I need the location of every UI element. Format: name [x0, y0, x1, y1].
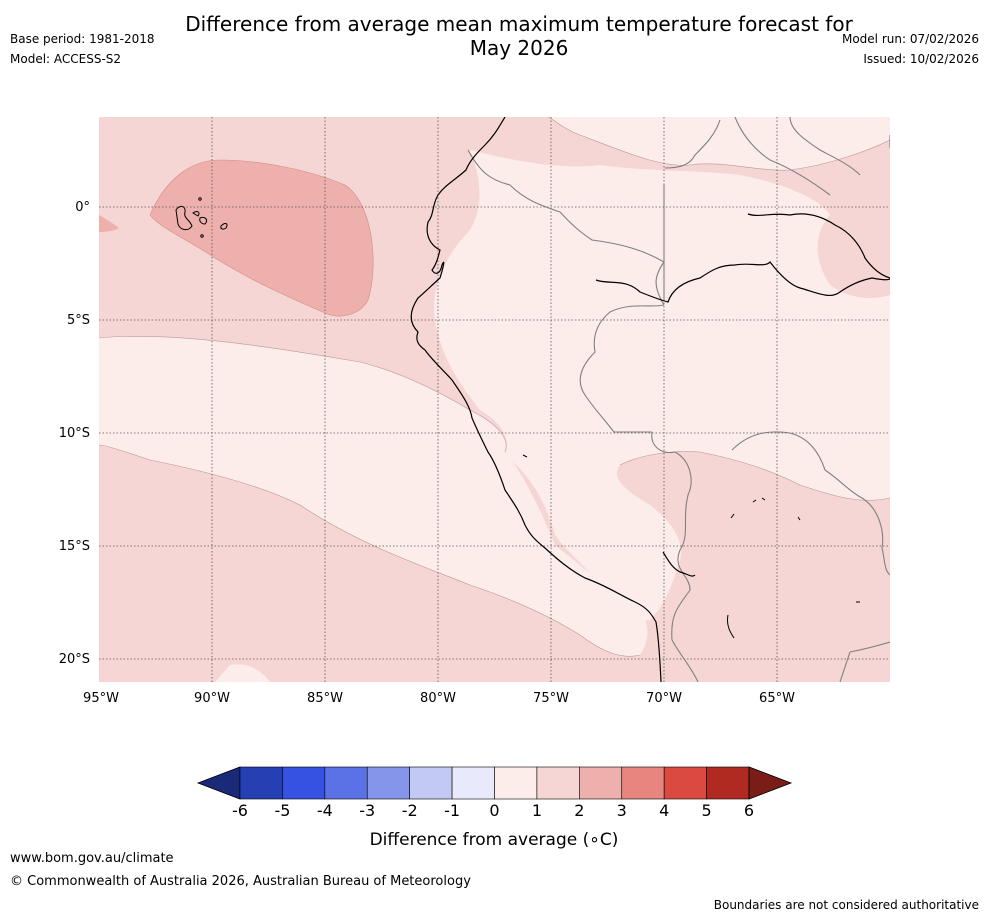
river-amazon — [595, 261, 890, 303]
model-run: Model run: 07/02/2026 — [841, 32, 979, 46]
lon-label-75w: 75°W — [533, 691, 569, 706]
footer-note: Boundaries are not considered authoritat… — [713, 898, 979, 912]
colorbar-cell — [579, 766, 623, 800]
border-paraguay — [849, 641, 890, 653]
colorbar-cell — [409, 766, 453, 800]
coastline-titicaca — [662, 551, 696, 577]
anomaly-region-0-1-ocean — [99, 336, 648, 657]
island-small-2 — [198, 197, 202, 201]
colorbar-tick-label: 3 — [617, 801, 627, 820]
latitude-labels: 0° 5°S 10°S 15°S 20°S — [59, 200, 90, 667]
lat-label-5s: 5°S — [67, 313, 90, 328]
island-lake-1 — [730, 513, 735, 519]
island-isabela — [175, 205, 193, 231]
coastline — [410, 117, 890, 682]
title-line-2: May 2026 — [469, 36, 569, 60]
colorbar-cell — [282, 766, 326, 800]
island-lake-3 — [761, 497, 766, 501]
lon-label-65w: 65°W — [759, 691, 795, 706]
salt-flat — [727, 614, 735, 639]
coastline-pacific — [410, 117, 662, 682]
small-islands — [522, 454, 860, 639]
colorbar-cell — [536, 766, 580, 800]
colorbar-extend-high — [748, 766, 793, 800]
colorbar-cell — [324, 766, 368, 800]
island-lima-1 — [522, 454, 528, 458]
border-bolivia-brazil — [731, 431, 890, 576]
colorbar-tick-label: 1 — [532, 801, 542, 820]
lon-label-90w: 90°W — [194, 691, 230, 706]
base-period: Base period: 1981-2018 — [10, 32, 155, 46]
colorbar-tick-label: 0 — [489, 801, 499, 820]
colorbar-tick-label: -1 — [444, 801, 460, 820]
border-peru-bolivia — [651, 431, 692, 641]
border-venezuela — [664, 119, 721, 169]
colorbar-cell — [239, 766, 283, 800]
colorbar-tick-label: -4 — [317, 801, 333, 820]
border-colombia-ecuador-peru — [467, 149, 665, 306]
colorbar-tick-label: -2 — [402, 801, 418, 820]
island-santiago — [192, 211, 200, 217]
island-lake-4 — [797, 516, 801, 521]
island-lake-2 — [752, 499, 757, 503]
footer-copyright: © Commonwealth of Australia 2026, Austra… — [10, 874, 471, 889]
colorbar: -6 -5 -4 -3 -2 -1 0 1 2 3 4 5 6 Difference from aver… — [196, 766, 793, 850]
island-small-1 — [200, 234, 204, 238]
anomaly-region-0-1-south — [215, 664, 270, 682]
gridlines — [99, 117, 890, 682]
lon-label-95w: 95°W — [83, 691, 119, 706]
lat-label-15s: 15°S — [59, 539, 90, 554]
colorbar-tick-labels: -6 -5 -4 -3 -2 -1 0 1 2 3 4 5 6 — [232, 801, 754, 820]
lat-label-10s: 10°S — [59, 426, 90, 441]
colorbar-extend-low — [196, 766, 241, 800]
anomaly-region-2-3-edge — [99, 215, 119, 232]
colorbar-tick-label: 4 — [659, 801, 669, 820]
island-santa-cruz — [199, 217, 208, 225]
country-borders — [467, 117, 890, 682]
lat-label-0: 0° — [75, 200, 90, 215]
lon-label-85w: 85°W — [307, 691, 343, 706]
footer-url[interactable]: www.bom.gov.au/climate — [10, 851, 174, 866]
lon-label-80w: 80°W — [420, 691, 456, 706]
colorbar-tick-label: 2 — [574, 801, 584, 820]
colorbar-tick-label: 6 — [744, 801, 754, 820]
colorbar-label: Difference from average (∘C) — [370, 830, 619, 850]
chart-title: Difference from average mean maximum tem… — [144, 12, 894, 60]
anomaly-region-0-1-land — [434, 150, 890, 621]
meta-left: Base period: 1981-2018 Model: ACCESS-S2 — [10, 29, 155, 69]
lon-label-70w: 70°W — [646, 691, 682, 706]
coastline-atlantic — [747, 213, 890, 279]
longitude-labels: 95°W 90°W 85°W 80°W 75°W 70°W 65°W — [83, 691, 795, 706]
border-bolivia-chile — [671, 639, 699, 682]
colorbar-tick-label: -6 — [232, 801, 248, 820]
colorbar-tick-label: 5 — [701, 801, 711, 820]
colorbar-cell — [621, 766, 665, 800]
anomaly-region-0-1-north — [460, 117, 890, 171]
lat-label-20s: 20°S — [59, 652, 90, 667]
border-argentina — [839, 651, 851, 682]
border-peru-brazil — [579, 304, 665, 433]
issued-date: Issued: 10/02/2026 — [863, 52, 979, 66]
model-name: Model: ACCESS-S2 — [10, 52, 122, 66]
colorbar-cell — [663, 766, 707, 800]
meta-right: Model run: 07/02/2026 Issued: 10/02/2026 — [842, 29, 979, 69]
colorbar-cell — [706, 766, 750, 800]
island-san-cristobal — [220, 223, 228, 230]
colorbar-cell — [494, 766, 538, 800]
colorbar-cell — [451, 766, 495, 800]
border-suriname — [789, 117, 861, 176]
anomaly-region-2-3 — [149, 159, 374, 317]
colorbar-tick-label: -3 — [359, 801, 375, 820]
galapagos-islands — [175, 197, 228, 238]
map-area — [99, 117, 890, 682]
contour-lines — [99, 117, 890, 657]
colorbar-tick-label: -5 — [274, 801, 290, 820]
title-line-1: Difference from average mean maximum tem… — [185, 12, 853, 36]
colorbar-cells — [239, 766, 750, 800]
border-guyana — [734, 117, 831, 196]
colorbar-cell — [366, 766, 410, 800]
